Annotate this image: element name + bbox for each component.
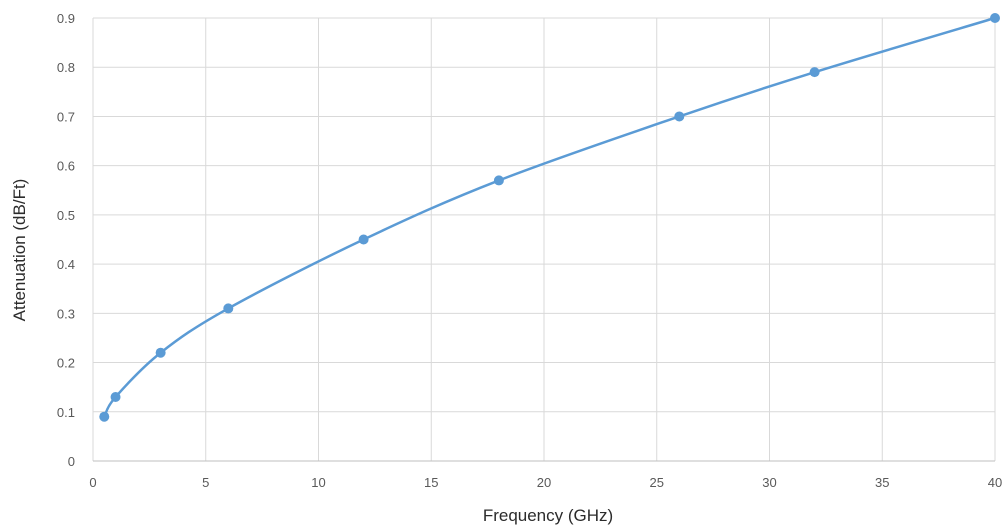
x-tick-label: 0: [89, 475, 96, 490]
x-tick-label: 15: [424, 475, 438, 490]
data-point: [223, 303, 234, 314]
x-tick-label: 25: [650, 475, 664, 490]
data-point: [493, 175, 504, 186]
data-point: [155, 347, 166, 358]
x-axis-title: Frequency (GHz): [483, 506, 613, 525]
y-tick-label: 0.8: [57, 60, 75, 75]
y-tick-label: 0.5: [57, 208, 75, 223]
y-tick-label: 0.4: [57, 257, 75, 272]
y-tick-label: 0.2: [57, 356, 75, 371]
grid-lines: [92, 17, 996, 462]
y-tick-label: 0.1: [57, 405, 75, 420]
series-line: [103, 16, 997, 418]
y-tick-label: 0.7: [57, 109, 75, 124]
y-tick-label: 0: [68, 454, 75, 469]
x-tick-labels: 0 5 10 15 20 25 30 35 40: [89, 475, 1002, 490]
data-point: [809, 67, 820, 78]
x-tick-label: 20: [537, 475, 551, 490]
x-tick-label: 30: [762, 475, 776, 490]
data-point: [110, 392, 121, 403]
y-tick-label: 0.9: [57, 11, 75, 26]
y-tick-labels: 0 0.1 0.2 0.3 0.4 0.5 0.6 0.7 0.8 0.9: [57, 11, 75, 469]
series-lines: [103, 16, 997, 418]
data-point: [990, 13, 1000, 23]
y-tick-label: 0.6: [57, 159, 75, 174]
y-axis-title: Attenuation (dB/Ft): [10, 179, 29, 322]
data-point: [674, 111, 685, 122]
y-tick-label: 0.3: [57, 306, 75, 321]
x-tick-label: 40: [988, 475, 1002, 490]
x-tick-label: 35: [875, 475, 889, 490]
x-tick-label: 10: [311, 475, 325, 490]
x-tick-label: 5: [202, 475, 209, 490]
data-points: [99, 13, 1000, 422]
data-point: [358, 234, 369, 245]
data-point: [99, 411, 110, 422]
